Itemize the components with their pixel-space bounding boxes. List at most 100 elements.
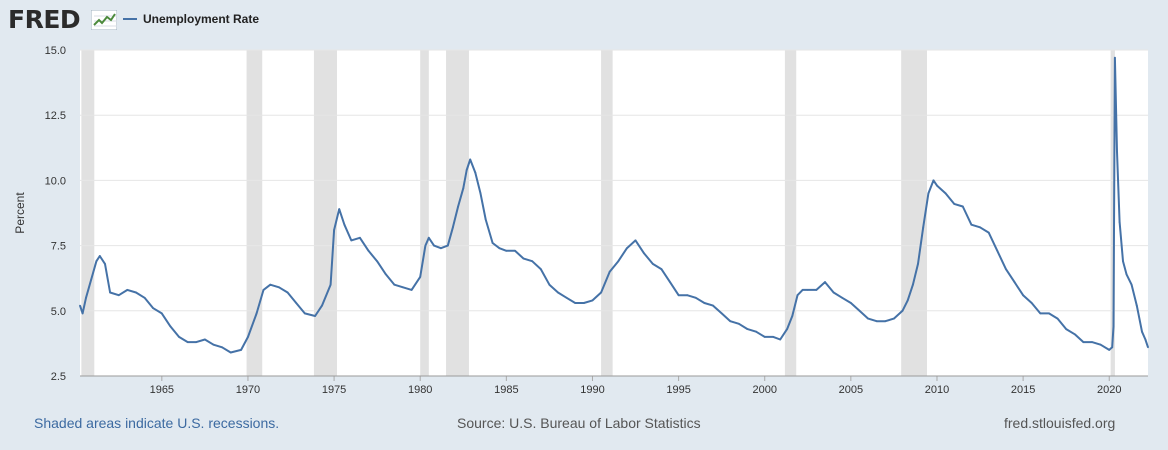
data-point [574,302,577,304]
data-point [979,226,981,229]
data-point [996,249,999,252]
data-point [269,283,272,286]
data-point [81,312,84,315]
data-point [801,289,804,291]
data-point [462,187,465,190]
data-point [626,247,628,250]
data-point [944,192,947,195]
data-point [321,304,323,307]
data-point [469,158,472,161]
logo-text: FRED [8,5,81,34]
data-point [1118,221,1121,224]
data-point [583,302,585,304]
x-tick-label: 1995 [666,384,690,395]
data-point [927,192,930,195]
x-tick-label: 2005 [839,384,863,395]
data-point [186,341,189,343]
site-link[interactable]: fred.stlouisfed.org [1004,415,1116,431]
source-note: Source: U.S. Bureau of Labor Statistics [457,415,701,431]
data-point [961,205,964,208]
data-point [1091,341,1093,343]
data-point [491,242,494,244]
recession-band [81,50,95,376]
data-point [169,325,172,328]
data-point [729,320,732,323]
data-point [634,239,637,242]
data-point [841,296,844,299]
y-tick-label: 2.5 [51,371,66,383]
chart-graph-icon [91,10,117,30]
data-point [1073,333,1076,336]
data-point [1056,317,1059,320]
data-point [1099,343,1102,346]
data-point [763,336,766,338]
data-point [557,291,559,294]
data-point [350,239,353,242]
data-point [858,309,861,312]
data-point [221,346,224,349]
data-point [457,205,459,208]
data-point [1116,150,1118,153]
data-point [143,296,146,299]
data-point [772,336,775,338]
data-point [755,330,757,333]
y-tick-label: 10.0 [45,175,66,187]
data-point [815,289,818,291]
recessions-note: Shaded areas indicate U.S. recessions. [34,415,280,431]
data-point [452,226,454,229]
data-point [295,302,298,304]
recession-band [1110,50,1115,376]
data-point [1082,341,1085,343]
data-point [314,315,316,317]
data-point [1022,294,1024,297]
x-tick-label: 2010 [925,384,949,395]
legend-series-swatch [123,18,137,20]
data-point [117,294,120,297]
data-point [932,179,935,182]
data-point [85,296,87,299]
data-point [484,218,487,221]
data-point [806,289,809,291]
data-point [917,263,919,265]
unemployment-rate-chart: 2.5 5.0 7.5 10.0 12.5 15.0 1965 1970 1975 1980 198… [13,45,1149,395]
chart-header: FRED Unemployment Rate [0,0,1168,40]
data-point [419,276,422,278]
data-point [433,244,435,247]
data-point [600,291,602,294]
y-tick-label: 12.5 [45,110,66,122]
recession-band [601,50,613,376]
data-point [1114,56,1116,59]
data-point [212,343,215,346]
y-axis-label: Percent [13,192,27,234]
data-point [867,317,869,320]
data-point [686,294,689,297]
data-point [922,226,925,229]
x-tick-label: 1985 [494,384,518,395]
data-point [424,244,427,247]
data-point [651,263,654,265]
data-point [712,304,714,307]
data-point [1122,260,1124,263]
data-point [498,247,501,250]
data-point [548,283,551,286]
recession-band [313,50,338,376]
fred-logo[interactable]: FRED [8,4,120,36]
data-point [109,291,111,294]
data-point [1039,312,1042,315]
data-point [160,312,163,315]
data-point [303,312,306,315]
legend-series-label: Unemployment Rate [143,12,260,26]
data-point [1005,268,1007,270]
x-tick-label: 1990 [580,384,604,395]
data-point [376,260,378,263]
plot-area [80,50,1148,376]
x-tick-label: 2000 [752,384,776,395]
data-point [178,336,180,338]
data-point [953,203,956,205]
data-point [565,296,568,299]
data-point [791,315,794,317]
data-point [875,320,878,323]
data-point [410,289,413,291]
data-point [1030,302,1033,304]
x-tick-label: 1965 [150,384,174,395]
